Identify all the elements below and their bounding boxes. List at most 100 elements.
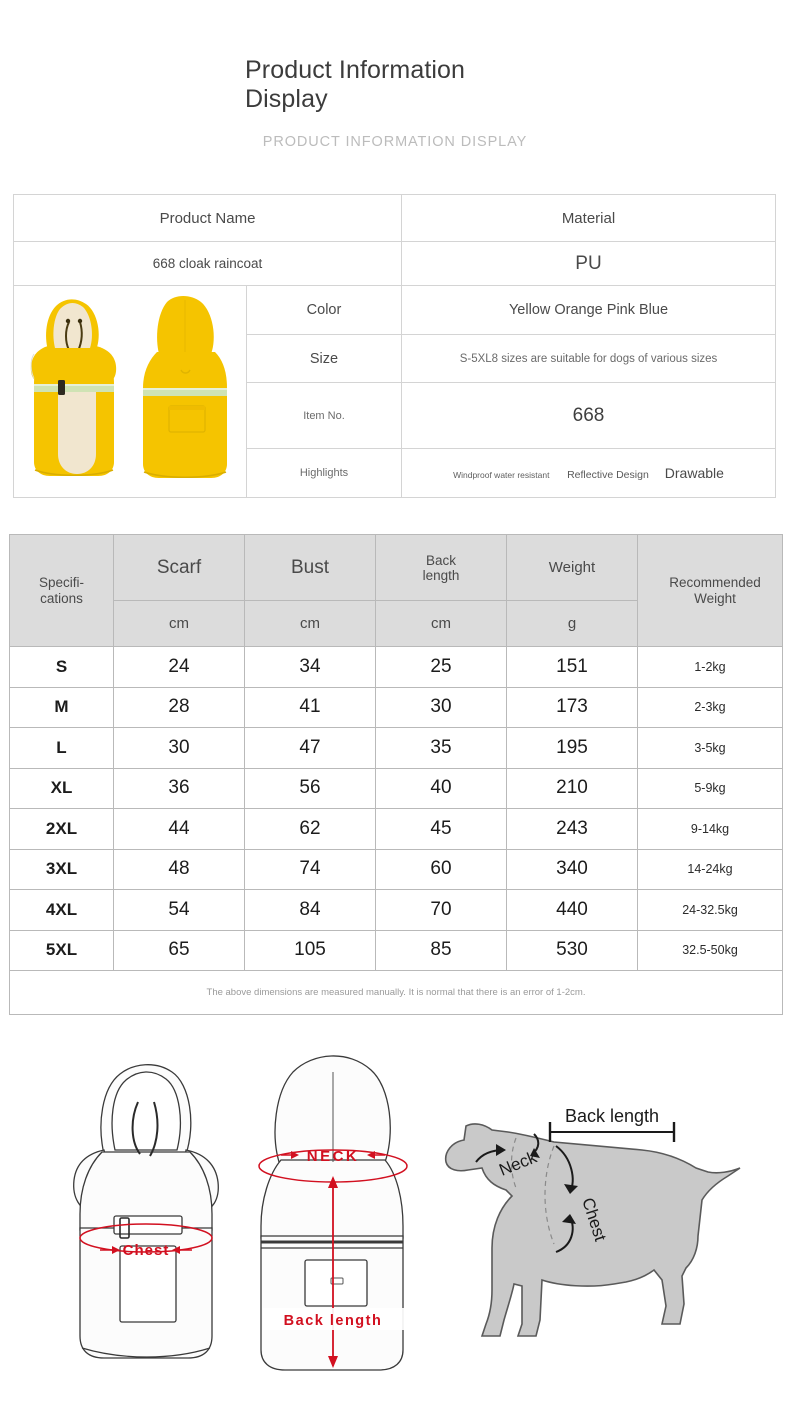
size-label: Size bbox=[246, 333, 402, 384]
recommended-m: 2-3kg bbox=[637, 686, 783, 728]
size-label-m: M bbox=[9, 686, 114, 728]
specifications-header: Specifi- cations bbox=[9, 534, 114, 647]
size-value: S-5XL8 sizes are suitable for dogs of va… bbox=[401, 333, 776, 384]
recommended-l: 3-5kg bbox=[637, 727, 783, 769]
back-length-2xl: 45 bbox=[375, 808, 507, 850]
raincoat-front-image bbox=[30, 299, 117, 476]
table-row: 5XL 65 105 85 530 32.5-50kg bbox=[9, 929, 783, 971]
bust-5xl: 105 bbox=[244, 929, 376, 971]
recommended-xl: 5-9kg bbox=[637, 767, 783, 809]
recommended-3xl: 14-24kg bbox=[637, 848, 783, 890]
table-row: 2XL 44 62 45 243 9-14kg bbox=[9, 808, 783, 850]
neck-label: NECK bbox=[307, 1148, 360, 1165]
spec-header-line1: Specifi- bbox=[38, 574, 84, 590]
size-label-2xl: 2XL bbox=[9, 808, 114, 850]
item-no-value: 668 bbox=[401, 382, 776, 450]
product-image-cell bbox=[13, 285, 247, 498]
color-value: Yellow Orange Pink Blue bbox=[401, 285, 776, 335]
back-length-s: 25 bbox=[375, 646, 507, 688]
bust-s: 34 bbox=[244, 646, 376, 688]
measurement-note-row: The above dimensions are measured manual… bbox=[9, 970, 783, 1015]
size-label-5xl: 5XL bbox=[9, 929, 114, 971]
weight-m: 173 bbox=[506, 686, 638, 728]
bust-unit: cm bbox=[244, 600, 376, 647]
product-name-header: Product Name bbox=[13, 194, 402, 242]
recommended-line2: Weight bbox=[694, 590, 736, 606]
recommended-weight-header: Recommended Weight bbox=[637, 534, 783, 647]
scarf-3xl: 48 bbox=[113, 848, 245, 890]
size-chart-table: Specifi- cations Scarf Bust Back length … bbox=[9, 534, 783, 1015]
back-length-3xl: 60 bbox=[375, 848, 507, 890]
table-row: Color Yellow Orange Pink Blue bbox=[13, 285, 776, 498]
table-row: 4XL 54 84 70 440 24-32.5kg bbox=[9, 889, 783, 931]
size-chart-header-row-1: Specifi- cations Scarf Bust Back length … bbox=[9, 534, 783, 647]
highlight-windproof: Windproof water resistant bbox=[453, 470, 550, 481]
weight-xl: 210 bbox=[506, 767, 638, 809]
highlights-value: Windproof water resistant Reflective Des… bbox=[401, 448, 776, 498]
table-row: Size S-5XL8 sizes are suitable for dogs … bbox=[14, 333, 776, 384]
recommended-2xl: 9-14kg bbox=[637, 808, 783, 850]
table-row: 3XL 48 74 60 340 14-24kg bbox=[9, 848, 783, 890]
back-length-header: Back length bbox=[375, 534, 507, 601]
weight-l: 195 bbox=[506, 727, 638, 769]
bust-header: Bust bbox=[244, 534, 376, 601]
product-info-table: Product Name Material 668 cloak raincoat… bbox=[13, 194, 776, 498]
page-title: Product Information Display bbox=[245, 56, 466, 113]
product-images bbox=[14, 286, 246, 497]
size-label-3xl: 3XL bbox=[9, 848, 114, 890]
raincoat-back-image bbox=[143, 296, 227, 479]
garment-front-diagram: Chest bbox=[73, 1064, 219, 1359]
dog-back-length-label: Back length bbox=[565, 1106, 659, 1126]
back-length-line1: Back bbox=[425, 552, 456, 568]
highlight-reflective: Reflective Design bbox=[567, 469, 649, 482]
material-header: Material bbox=[401, 194, 776, 242]
dog-measurement-diagram: Neck Chest Back length bbox=[444, 1106, 741, 1337]
bust-m: 41 bbox=[244, 686, 376, 728]
recommended-5xl: 32.5-50kg bbox=[637, 929, 783, 971]
weight-4xl: 440 bbox=[506, 889, 638, 931]
color-label: Color bbox=[246, 285, 402, 335]
recommended-4xl: 24-32.5kg bbox=[637, 889, 783, 931]
table-row: S 24 34 25 151 1-2kg bbox=[9, 646, 783, 688]
scarf-s: 24 bbox=[113, 646, 245, 688]
back-length-5xl: 85 bbox=[375, 929, 507, 971]
table-row: M 28 41 30 173 2-3kg bbox=[9, 686, 783, 728]
size-chart-header-row-2: cm cm cm g bbox=[10, 600, 783, 647]
weight-2xl: 243 bbox=[506, 808, 638, 850]
back-length-label: Back length bbox=[284, 1313, 383, 1329]
scarf-l: 30 bbox=[113, 727, 245, 769]
highlights-label: Highlights bbox=[246, 448, 402, 498]
scarf-header: Scarf bbox=[113, 534, 245, 601]
table-row: Product Name Material bbox=[13, 194, 776, 242]
scarf-unit: cm bbox=[113, 600, 245, 647]
scarf-4xl: 54 bbox=[113, 889, 245, 931]
weight-5xl: 530 bbox=[506, 929, 638, 971]
spec-header-line2: cations bbox=[40, 590, 83, 606]
garment-back-diagram: NECK Back length bbox=[258, 1055, 408, 1371]
bust-2xl: 62 bbox=[244, 808, 376, 850]
back-length-l: 35 bbox=[375, 727, 507, 769]
measurement-note: The above dimensions are measured manual… bbox=[9, 970, 783, 1015]
page-header: Product Information Display PRODUCT INFO… bbox=[0, 0, 790, 150]
table-row: 668 cloak raincoat PU bbox=[13, 241, 776, 286]
product-name-value: 668 cloak raincoat bbox=[13, 241, 402, 286]
weight-s: 151 bbox=[506, 646, 638, 688]
scarf-5xl: 65 bbox=[113, 929, 245, 971]
recommended-s: 1-2kg bbox=[637, 646, 783, 688]
bust-l: 47 bbox=[244, 727, 376, 769]
weight-unit: g bbox=[506, 600, 638, 647]
back-length-line2: length bbox=[422, 567, 460, 583]
scarf-2xl: 44 bbox=[113, 808, 245, 850]
recommended-line1: Recommended bbox=[669, 574, 761, 590]
table-row: Item No. 668 bbox=[14, 382, 776, 450]
bust-xl: 56 bbox=[244, 767, 376, 809]
back-length-unit: cm bbox=[375, 600, 507, 647]
size-label-s: S bbox=[9, 646, 114, 688]
scarf-m: 28 bbox=[113, 686, 245, 728]
table-row: L 30 47 35 195 3-5kg bbox=[9, 727, 783, 769]
weight-3xl: 340 bbox=[506, 848, 638, 890]
table-row: Highlights Windproof water resistant Ref… bbox=[14, 448, 776, 498]
back-length-4xl: 70 bbox=[375, 889, 507, 931]
highlight-drawable: Drawable bbox=[664, 465, 724, 482]
